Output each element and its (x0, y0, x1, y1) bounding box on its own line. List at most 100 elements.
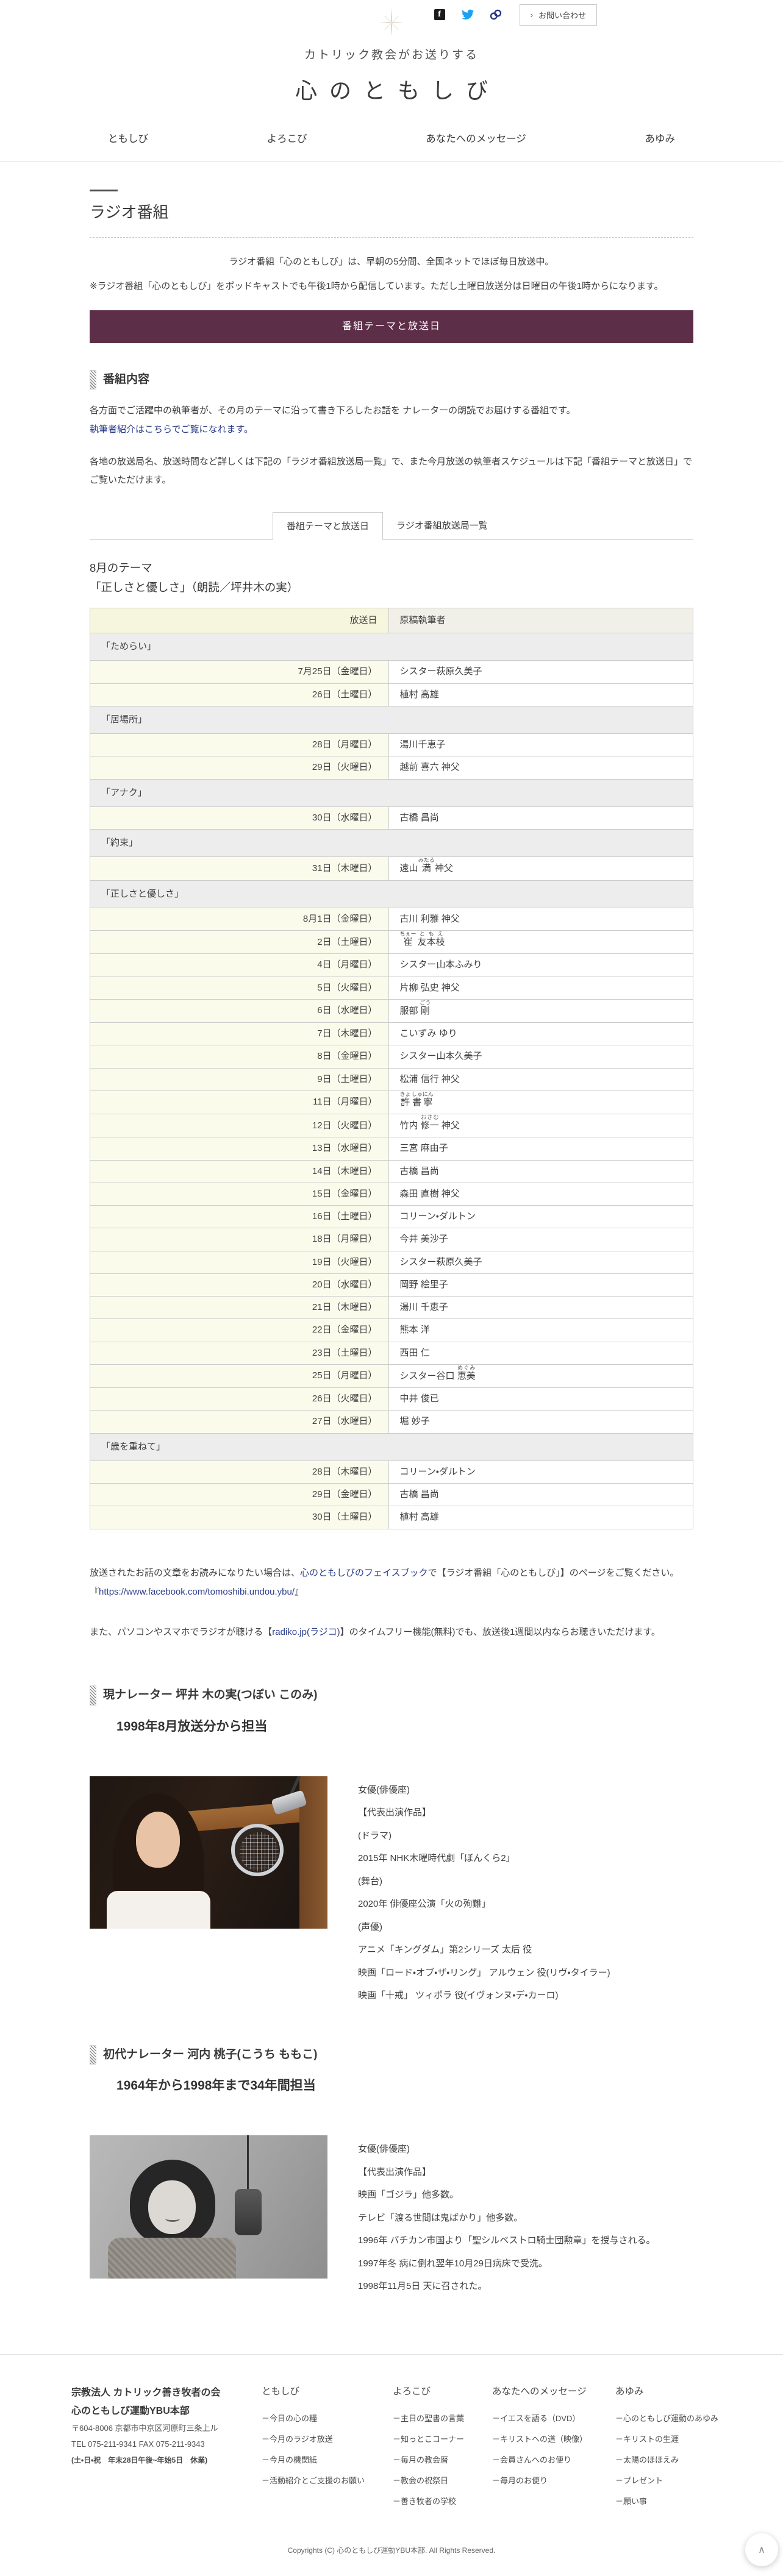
radiko-link[interactable]: radiko.jp(ラジコ) (272, 1626, 340, 1637)
schedule-row: 11日（月曜日） 許きょ 書寧しゅにん (90, 1090, 694, 1115)
facebook-icon[interactable]: f (433, 8, 446, 21)
footer-link[interactable]: －主日の聖書の言葉 (393, 2413, 465, 2423)
nav-item-2[interactable]: あなたへのメッセージ (426, 133, 526, 144)
author-name: 三宮 麻由子 (388, 1137, 694, 1161)
footer-link[interactable]: －プレゼント (615, 2475, 663, 2485)
narrator-profile: 女優(俳優座) 【代表出演作品】 (ドラマ) 2015年 NHK木曜時代劇「ぼんくら2… (358, 1776, 666, 2007)
narrator-profile: 女優(俳優座) 【代表出演作品】 映画「ゴジラ」他多数。 テレビ「渡る世間は鬼ばかり」… (358, 2135, 666, 2298)
footer-link[interactable]: －今月の機関紙 (262, 2455, 318, 2464)
footer-link[interactable]: －イエスを語る（DVD） (492, 2413, 581, 2423)
schedule-row: 13日（水曜日） 三宮 麻由子 (90, 1137, 694, 1161)
broadcast-date: 21日（木曜日） (90, 1295, 389, 1320)
author-name: 片柳 弘史 神父 (388, 976, 694, 1000)
author-name: 服部 剛ごう (388, 998, 694, 1023)
footer-link[interactable]: －知っとこコーナー (393, 2434, 465, 2444)
writers-intro-link[interactable]: 執筆者紹介はこちらでご覧になれます。 (90, 424, 254, 435)
footer-link[interactable]: －毎月のお便り (492, 2475, 548, 2485)
author-name: 熊本 洋 (388, 1318, 694, 1342)
schedule-row: 4日（月曜日） シスター山本ふみり (90, 953, 694, 977)
schedule-row: 23日（土曜日） 西田 仁 (90, 1341, 694, 1365)
footer-link[interactable]: －会員さんへのお便り (492, 2455, 572, 2464)
topbar: f › お問い合わせ (0, 0, 783, 29)
theme-banner-link[interactable]: 番組テーマと放送日 (90, 310, 693, 343)
footer-link[interactable]: －キリストの生涯 (615, 2434, 679, 2444)
footer-link[interactable]: －今月のラジオ放送 (262, 2434, 333, 2444)
broadcast-date: 30日（水曜日） (90, 806, 389, 830)
footer-column-3: あゆみ －心のともしび運動のあゆみ －キリストの生涯 －太陽のほほえみ －プレゼント －願… (615, 2384, 718, 2516)
first-narrator-block: 女優(俳優座) 【代表出演作品】 映画「ゴジラ」他多数。 テレビ「渡る世間は鬼ばかり」… (90, 2135, 693, 2298)
footer-column-2: あなたへのメッセージ －イエスを語る（DVD） －キリストへの道（映像） －会員さんへ… (492, 2384, 587, 2516)
tab-station-list[interactable]: ラジオ番組放送局一覧 (396, 521, 488, 531)
footer-column-0: ともしび －今日の心の糧 －今月のラジオ放送 －今月の機関紙 －活動紹介とご支援のお願い (262, 2384, 365, 2516)
author-name: 岡野 絵里子 (388, 1273, 694, 1297)
nav-item-1[interactable]: よろこび (266, 133, 307, 144)
author-name: シスター萩原久美子 (388, 660, 694, 684)
footer-link[interactable]: －太陽のほほえみ (615, 2455, 679, 2464)
twitter-icon[interactable] (461, 8, 474, 21)
footer: 宗教法人 カトリック善き牧者の会 心のともしび運動YBU本部 〒604-8006… (0, 2354, 783, 2555)
org-address: 〒604-8006 京都市中京区河原町三条上ル (71, 2424, 218, 2433)
footer-columns: ともしび －今日の心の糧 －今月のラジオ放送 －今月の機関紙 －活動紹介とご支援のお願い… (262, 2384, 718, 2516)
scroll-top-button[interactable]: ∧ (745, 2533, 778, 2566)
author-name: 堀 妙子 (388, 1410, 694, 1434)
link-icon[interactable] (489, 8, 502, 21)
author-name: 植村 高雄 (388, 683, 694, 706)
profile-line: 映画「十戒」 ツィポラ 役(イヴォンヌ・デ・カーロ) (358, 1990, 559, 2001)
facebook-url-link[interactable]: https://www.facebook.com/tomoshibi.undou… (99, 1587, 295, 1597)
schedule-row: 28日（木曜日） コリーン・ダルトン (90, 1460, 694, 1484)
schedule-group-row: 「アナク」 (90, 778, 693, 807)
broadcast-date: 28日（月曜日） (90, 733, 389, 757)
footer-column-title: あなたへのメッセージ (492, 2386, 587, 2397)
program-desc-line: 各方面でご活躍中の執筆者が、その月のテーマに沿って書き下ろしたお話を ナレーター… (90, 405, 576, 416)
nav-item-0[interactable]: ともしび (108, 133, 148, 144)
tab-theme-schedule[interactable]: 番組テーマと放送日 (273, 512, 384, 540)
current-narrator-tenure: 1998年8月放送分から担当 (116, 1719, 268, 1734)
broadcast-date: 12日（火曜日） (90, 1113, 389, 1138)
schedule-row: 5日（火曜日） 片柳 弘史 神父 (90, 976, 694, 1000)
broadcast-date: 20日（水曜日） (90, 1273, 389, 1297)
author-name: 竹内 修一おさむ 神父 (388, 1113, 694, 1138)
schedule-group-row: 「歳を重ねて」 (90, 1432, 693, 1461)
first-narrator-tenure: 1964年から1998年まで34年間担当 (116, 2079, 316, 2093)
author-name: 崔ちぇー 友本枝ともえ (388, 930, 694, 955)
site-title[interactable]: 心のともしび (295, 78, 500, 103)
facebook-page-link[interactable]: 心のともしびのフェイスブック (300, 1567, 428, 1578)
schedule-row: 6日（水曜日） 服部 剛ごう (90, 998, 694, 1023)
intro-text: ラジオ番組「心のともしび」は、早朝の5分間、全国ネットでほぼ毎日放送中。 (229, 257, 554, 267)
footer-link[interactable]: －教会の祝祭日 (393, 2475, 449, 2485)
program-description: 各方面でご活躍中の執筆者が、その月のテーマに沿って書き下ろしたお話を ナレーター… (90, 402, 693, 439)
main-nav: ともしび よろこび あなたへのメッセージ あゆみ (108, 130, 675, 161)
footer-link[interactable]: －善き牧者の学校 (393, 2496, 457, 2506)
profile-line: (声優) (358, 1921, 382, 1932)
after-table-notes: 放送されたお話の文章をお読みになりたい場合は、心のともしびのフェイスブックで【ラ… (90, 1564, 693, 1642)
footer-link[interactable]: －毎月の教会暦 (393, 2455, 449, 2464)
author-name: 古川 利雅 神父 (388, 907, 694, 931)
footer-link[interactable]: －今日の心の糧 (262, 2413, 318, 2423)
contact-button[interactable]: › お問い合わせ (519, 4, 597, 26)
author-name: 西田 仁 (388, 1341, 694, 1365)
profile-line: (ドラマ) (358, 1830, 392, 1841)
schedule-row: 22日（金曜日） 熊本 洋 (90, 1318, 694, 1342)
profile-line: 【代表出演作品】 (358, 1807, 432, 1818)
footer-link[interactable]: －心のともしび運動のあゆみ (615, 2413, 719, 2423)
copyright: Copyrights (C) 心のともしび運動YBU本部. All Rights… (287, 2546, 496, 2555)
footer-column-title: あゆみ (615, 2386, 644, 2397)
schedule-row: 27日（水曜日）堀 妙子 (90, 1410, 694, 1434)
broadcast-date: 23日（土曜日） (90, 1341, 389, 1365)
broadcast-date: 6日（水曜日） (90, 998, 389, 1023)
nav-item-3[interactable]: あゆみ (645, 133, 676, 144)
author-name: 中井 俊已 (388, 1387, 694, 1411)
footer-link[interactable]: －願い事 (615, 2496, 648, 2506)
broadcast-date: 8日（金曜日） (90, 1045, 389, 1069)
broadcast-date: 4日（月曜日） (90, 953, 389, 977)
schedule-row: 12日（火曜日） 竹内 修一おさむ 神父 (90, 1113, 694, 1138)
footer-column-1: よろこび －主日の聖書の言葉 －知っとこコーナー －毎月の教会暦 －教会の祝祭日 －善き牧… (393, 2384, 464, 2516)
broadcast-date: 18日（月曜日） (90, 1228, 389, 1251)
narrator-photo (90, 2135, 327, 2279)
author-name: コリーン・ダルトン (388, 1204, 694, 1229)
author-name: 湯川千恵子 (388, 733, 694, 757)
broadcast-date: 29日（火曜日） (90, 756, 389, 780)
profile-line: テレビ「渡る世間は鬼ばかり」他多数。 (358, 2212, 523, 2223)
footer-link[interactable]: －キリストへの道（映像） (492, 2434, 588, 2444)
footer-link[interactable]: －活動紹介とご支援のお願い (262, 2475, 365, 2485)
